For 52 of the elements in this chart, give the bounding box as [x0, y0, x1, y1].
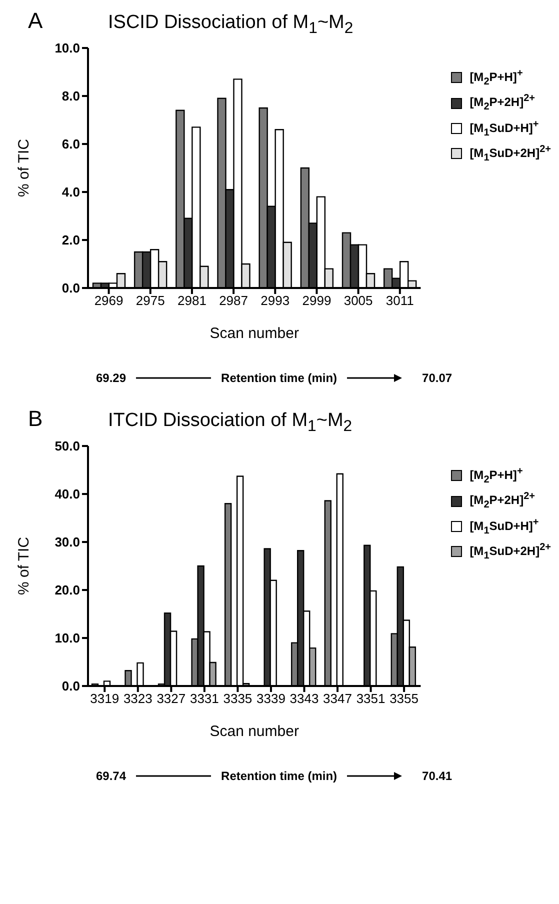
x-tick-label: 2969	[94, 293, 124, 308]
text: Retention time (min)	[221, 371, 338, 385]
x-tick-label: 2993	[260, 293, 290, 308]
legend-label: [M$_{2}$P+H]$^{+}$	[470, 68, 523, 88]
x-tick-label: 3327	[156, 691, 186, 706]
y-tick-label: 2.0	[62, 232, 80, 248]
x-tick-label: 3339	[256, 691, 286, 706]
x-axis-title: Scan number	[210, 325, 299, 342]
x-axis-title: Scan number	[210, 723, 299, 740]
x-tick-label: 2975	[136, 293, 165, 308]
y-tick-label: 10.0	[54, 40, 80, 56]
legend-label: [M$_{1}$SuD+H]$^{+}$	[470, 516, 539, 536]
legend-label: [M$_{2}$P+H]$^{+}$	[470, 466, 523, 486]
chart-title: ISCID Dissociation of M$_{1}$~M$_{2}$	[108, 12, 354, 38]
text: A	[27, 8, 44, 34]
text: 70.41	[422, 769, 452, 783]
y-tick-label: 8.0	[62, 88, 80, 104]
x-tick-label: 3343	[290, 691, 319, 706]
y-tick-label: 40.0	[54, 486, 80, 502]
x-tick-label: 2981	[178, 293, 206, 308]
x-tick-label: 3355	[390, 691, 419, 706]
text: 69.74	[96, 769, 126, 783]
chart-title: ITCID Dissociation of M$_{1}$~M$_{2}$	[108, 410, 352, 436]
legend-label: [M$_{2}$P+2H]$^{2+}$	[470, 491, 536, 511]
y-tick-label: 30.0	[54, 534, 80, 550]
text: 70.07	[422, 371, 452, 385]
x-tick-label: 3331	[190, 691, 219, 706]
text: 69.29	[96, 371, 126, 385]
text: Retention time (min)	[221, 769, 338, 783]
text: B	[27, 406, 44, 432]
x-tick-label: 3347	[323, 691, 352, 706]
y-axis-title: % of TIC	[15, 138, 32, 198]
y-tick-label: 20.0	[54, 582, 80, 598]
x-tick-label: 3319	[90, 691, 120, 706]
y-tick-label: 10.0	[54, 630, 80, 646]
x-tick-label: 3351	[356, 691, 386, 706]
y-axis-title: % of TIC	[15, 536, 32, 596]
y-tick-label: 6.0	[62, 136, 80, 152]
x-tick-label: 2987	[219, 293, 248, 308]
x-tick-label: 3335	[223, 691, 252, 706]
legend-label: [M$_{2}$P+2H]$^{2+}$	[470, 93, 536, 113]
legend-label: [M$_{1}$SuD+2H]$^{2+}$	[470, 542, 551, 562]
x-tick-label: 3323	[123, 691, 152, 706]
x-tick-label: 2999	[302, 293, 332, 308]
x-tick-label: 3011	[386, 293, 414, 308]
y-tick-label: 4.0	[62, 184, 80, 200]
x-tick-label: 3005	[344, 293, 373, 308]
legend-label: [M$_{1}$SuD+2H]$^{2+}$	[470, 144, 551, 164]
y-tick-label: 50.0	[54, 438, 80, 454]
y-tick-label: 0.0	[62, 678, 80, 694]
y-tick-label: 0.0	[62, 280, 80, 296]
legend-label: [M$_{1}$SuD+H]$^{+}$	[470, 118, 539, 138]
